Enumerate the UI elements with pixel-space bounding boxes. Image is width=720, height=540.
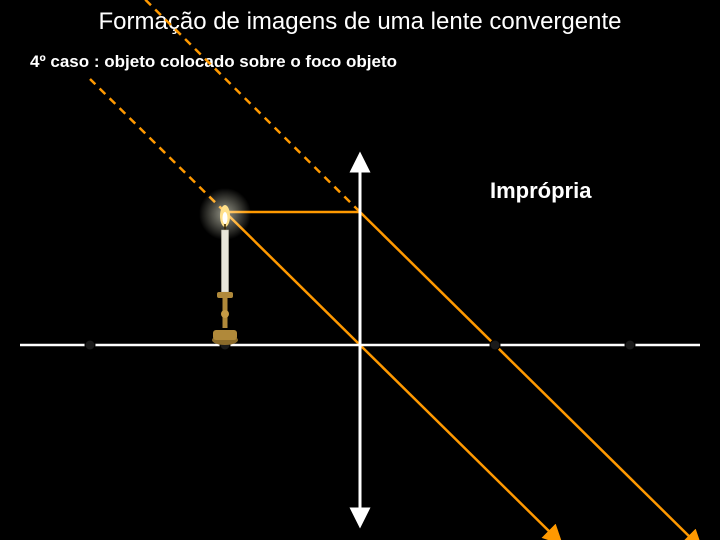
ray-parallel-refracted [360,212,700,540]
ray-center-incident [225,212,360,345]
candle-object [199,188,251,345]
ray-center-refracted [360,345,560,540]
ray-center-back-extension [90,79,225,212]
ray-parallel-back-extension [90,0,360,212]
optics-diagram [0,0,720,540]
